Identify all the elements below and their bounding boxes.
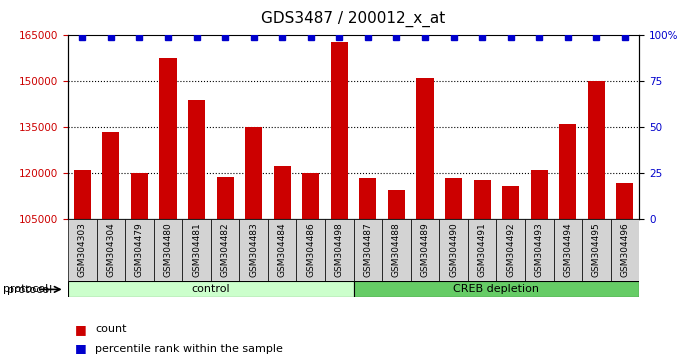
FancyBboxPatch shape: [439, 219, 468, 281]
FancyBboxPatch shape: [611, 219, 639, 281]
Text: percentile rank within the sample: percentile rank within the sample: [95, 344, 283, 354]
Text: protocol: protocol: [7, 285, 52, 295]
Bar: [559, 124, 577, 219]
Text: GSM304486: GSM304486: [306, 223, 316, 277]
Bar: [159, 58, 177, 219]
FancyBboxPatch shape: [554, 219, 582, 281]
Text: GSM304483: GSM304483: [249, 223, 258, 277]
Text: GSM304481: GSM304481: [192, 223, 201, 277]
Bar: [445, 178, 462, 219]
Text: GSM304491: GSM304491: [477, 223, 487, 277]
FancyBboxPatch shape: [125, 219, 154, 281]
Text: GSM304480: GSM304480: [163, 223, 173, 277]
Bar: [616, 183, 634, 219]
FancyBboxPatch shape: [239, 219, 268, 281]
FancyBboxPatch shape: [68, 219, 97, 281]
Text: GSM304492: GSM304492: [506, 223, 515, 277]
Text: count: count: [95, 324, 126, 334]
FancyBboxPatch shape: [411, 219, 439, 281]
Bar: [416, 78, 434, 219]
Bar: [473, 179, 491, 219]
Text: GSM304496: GSM304496: [620, 223, 630, 277]
Bar: [588, 81, 605, 219]
Text: GSM304495: GSM304495: [592, 223, 601, 277]
FancyBboxPatch shape: [496, 219, 525, 281]
Text: GDS3487 / 200012_x_at: GDS3487 / 200012_x_at: [262, 11, 445, 27]
Text: GSM304484: GSM304484: [277, 223, 287, 277]
Text: GSM304490: GSM304490: [449, 223, 458, 277]
FancyBboxPatch shape: [68, 281, 354, 297]
Bar: [388, 190, 405, 219]
Text: GSM304304: GSM304304: [106, 223, 116, 277]
Bar: [502, 186, 520, 219]
Text: GSM304488: GSM304488: [392, 223, 401, 277]
Bar: [102, 132, 120, 219]
Bar: [330, 41, 348, 219]
FancyBboxPatch shape: [354, 281, 639, 297]
FancyBboxPatch shape: [382, 219, 411, 281]
Text: ■: ■: [75, 342, 86, 354]
Text: GSM304498: GSM304498: [335, 223, 344, 277]
Text: ■: ■: [75, 323, 86, 336]
Text: GSM304487: GSM304487: [363, 223, 373, 277]
FancyBboxPatch shape: [296, 219, 325, 281]
Text: GSM304493: GSM304493: [534, 223, 544, 277]
FancyBboxPatch shape: [211, 219, 239, 281]
FancyBboxPatch shape: [582, 219, 611, 281]
Bar: [530, 170, 548, 219]
FancyBboxPatch shape: [182, 219, 211, 281]
FancyBboxPatch shape: [325, 219, 354, 281]
FancyBboxPatch shape: [354, 219, 382, 281]
Bar: [359, 178, 377, 219]
Text: GSM304479: GSM304479: [135, 223, 144, 277]
Bar: [73, 170, 91, 219]
Bar: [245, 127, 262, 219]
Text: GSM304489: GSM304489: [420, 223, 430, 277]
Text: CREB depletion: CREB depletion: [454, 284, 539, 295]
FancyBboxPatch shape: [97, 219, 125, 281]
Bar: [131, 173, 148, 219]
Text: control: control: [192, 284, 230, 295]
Bar: [216, 177, 234, 219]
Text: GSM304482: GSM304482: [220, 223, 230, 277]
FancyBboxPatch shape: [525, 219, 554, 281]
Bar: [273, 166, 291, 219]
Text: GSM304494: GSM304494: [563, 223, 573, 277]
Text: GSM304303: GSM304303: [78, 223, 87, 278]
FancyBboxPatch shape: [154, 219, 182, 281]
Text: protocol: protocol: [3, 284, 49, 295]
Bar: [188, 100, 205, 219]
FancyBboxPatch shape: [268, 219, 296, 281]
Bar: [302, 173, 320, 219]
FancyBboxPatch shape: [468, 219, 496, 281]
